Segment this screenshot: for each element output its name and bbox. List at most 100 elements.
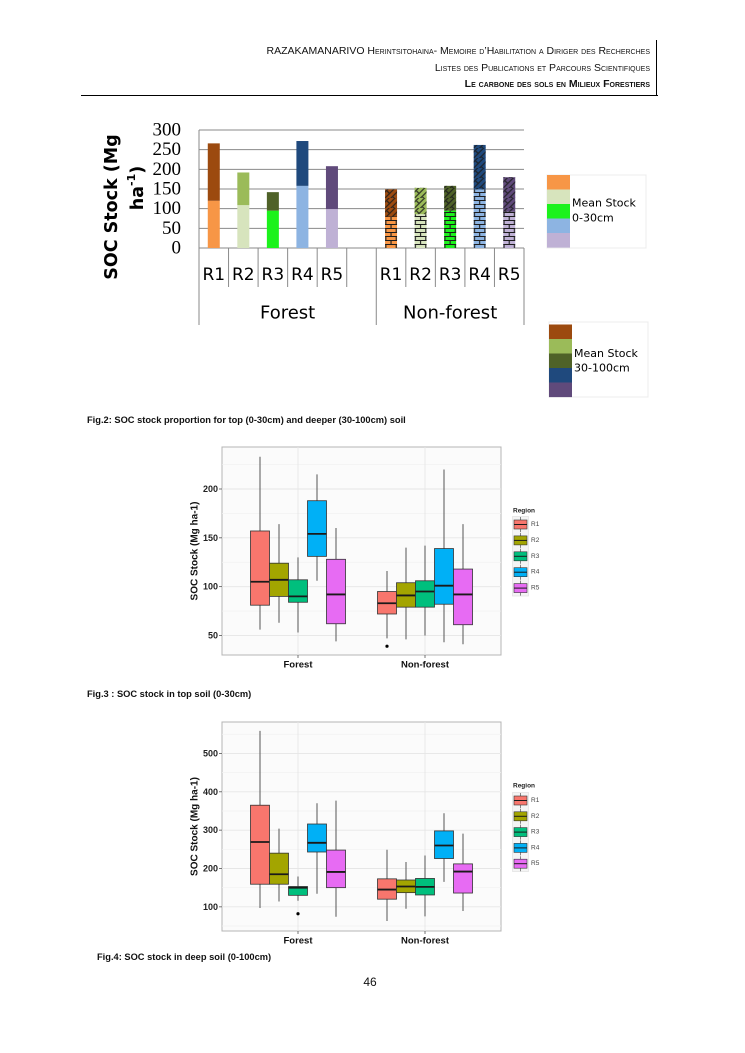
category-label: R1 bbox=[380, 265, 403, 285]
bar-forest-r2-segment-1 bbox=[237, 205, 250, 248]
category-label: R3 bbox=[262, 265, 285, 285]
legend-label: R3 bbox=[531, 553, 540, 560]
y-tick-label: 400 bbox=[203, 787, 218, 797]
legend-swatch bbox=[547, 218, 570, 234]
legend-label: R4 bbox=[531, 844, 540, 851]
y-axis-unit-close: ) bbox=[128, 166, 148, 174]
legend-title: Region bbox=[513, 508, 535, 515]
legend-label: R3 bbox=[531, 829, 540, 836]
y-tick-label: 100 bbox=[203, 582, 218, 592]
bar-forest-r4-segment-2 bbox=[296, 141, 309, 186]
legend-label: 30-100cm bbox=[574, 362, 630, 375]
box-forest-r5 bbox=[326, 849, 346, 889]
legend-label: Mean Stock bbox=[572, 197, 637, 210]
header-chapter-title: Le carbone des sols en Milieux Forestier… bbox=[464, 78, 650, 90]
y-axis-unit-exponent: -1 bbox=[125, 174, 138, 186]
x-tick-label: Non-forest bbox=[401, 936, 450, 947]
legend-swatch bbox=[549, 353, 572, 369]
bar-hatch-overlay bbox=[414, 214, 427, 248]
box-non-forest-r5 bbox=[453, 863, 473, 894]
y-axis-unit: ha bbox=[128, 186, 148, 210]
box-non-forest-r5 bbox=[453, 568, 473, 626]
category-label: R2 bbox=[409, 265, 432, 285]
header-border-right bbox=[656, 40, 658, 96]
category-label: R3 bbox=[439, 265, 462, 285]
category-label: R4 bbox=[291, 265, 314, 285]
bar-hatch-overlay bbox=[444, 185, 457, 211]
y-tick-label: 50 bbox=[208, 630, 218, 640]
bar-forest-r4-segment-1 bbox=[296, 185, 309, 248]
legend-title: Region bbox=[513, 783, 535, 790]
bar-hatch-overlay bbox=[473, 144, 486, 190]
legend-swatch bbox=[547, 204, 570, 219]
legend-label: R5 bbox=[531, 585, 540, 592]
legend-label: R1 bbox=[531, 797, 540, 804]
legend-label: R2 bbox=[531, 537, 540, 544]
y-tick-label: 300 bbox=[203, 825, 218, 835]
header-author-title: RAZAKAMANARIVO Herintsitohaina- Memoire … bbox=[266, 45, 651, 57]
figure-3-boxplot-top-soil: 50 100 150 200 Forest Non-forest SOC Stock (Mg… bbox=[190, 446, 540, 671]
box-forest-r4 bbox=[307, 823, 327, 853]
bar-forest-r1-segment-2 bbox=[207, 143, 220, 201]
y-tick-label: 300 bbox=[153, 120, 182, 141]
legend-swatch bbox=[549, 339, 572, 354]
figure-2-caption: Fig.2: SOC stock proportion for top (0-3… bbox=[87, 415, 406, 425]
group-label: Forest bbox=[260, 303, 315, 324]
y-tick-label: 200 bbox=[153, 159, 182, 180]
bar-forest-r5-segment-2 bbox=[325, 166, 338, 210]
y-tick-label: 150 bbox=[153, 179, 182, 200]
category-label: R5 bbox=[321, 265, 344, 285]
legend-label: R1 bbox=[531, 521, 540, 528]
outlier-point bbox=[296, 912, 300, 916]
legend-label: 0-30cm bbox=[572, 212, 614, 225]
box-forest-r3 bbox=[288, 579, 308, 603]
bar-forest-r3-segment-1 bbox=[266, 210, 279, 248]
box-non-forest-r3 bbox=[415, 580, 435, 608]
header-border-bottom bbox=[81, 95, 658, 97]
bar-hatch-overlay bbox=[473, 189, 486, 248]
box-non-forest-r4 bbox=[434, 548, 454, 605]
y-tick-label: 250 bbox=[153, 139, 182, 160]
header-section-title: Listes des Publications et Parcours Scie… bbox=[434, 61, 650, 74]
figure-3-caption: Fig.3 : SOC stock in top soil (0-30cm) bbox=[87, 689, 252, 699]
category-label: R5 bbox=[498, 265, 521, 285]
category-label: R1 bbox=[202, 265, 225, 285]
y-tick-label: 500 bbox=[203, 748, 218, 758]
bar-hatch-overlay bbox=[385, 216, 398, 248]
legend-swatch bbox=[549, 324, 572, 340]
y-tick-label: 150 bbox=[203, 533, 218, 543]
box-forest-r4 bbox=[307, 500, 327, 557]
bar-hatch-overlay bbox=[503, 177, 516, 212]
y-axis-title-line-1: SOC Stock (Mg bbox=[102, 134, 122, 279]
x-tick-label: Non-forest bbox=[401, 660, 450, 671]
legend-label: Mean Stock bbox=[574, 347, 639, 360]
y-tick-label: 200 bbox=[203, 484, 218, 494]
legend-swatch bbox=[547, 233, 570, 248]
y-tick-label: 0 bbox=[172, 238, 182, 259]
bar-forest-r3-segment-2 bbox=[266, 192, 279, 211]
legend-label: R5 bbox=[531, 860, 540, 867]
group-label: Non-forest bbox=[403, 303, 497, 324]
y-tick-label: 100 bbox=[203, 902, 218, 912]
y-tick-label: 50 bbox=[162, 218, 181, 239]
y-axis-title-line-2: ha-1) bbox=[125, 166, 148, 211]
category-label: R4 bbox=[468, 265, 491, 285]
y-axis-title: SOC Stock (Mg ha-1) bbox=[190, 502, 201, 601]
running-header: RAZAKAMANARIVO Herintsitohaina- Memoire … bbox=[267, 43, 651, 93]
page-number: 46 bbox=[363, 975, 377, 989]
y-tick-label: 200 bbox=[203, 863, 218, 873]
bar-forest-r2-segment-2 bbox=[237, 172, 250, 206]
y-axis-title: SOC Stock (Mg ha-1) bbox=[190, 777, 201, 876]
box-forest-r1 bbox=[250, 804, 270, 885]
figure-4-caption: Fig.4: SOC stock in deep soil (0-100cm) bbox=[97, 952, 272, 962]
x-tick-label: Forest bbox=[283, 660, 313, 671]
bar-hatch-overlay bbox=[414, 187, 427, 215]
box-forest-r5 bbox=[326, 558, 346, 625]
legend-swatch bbox=[547, 175, 570, 190]
legend-swatch bbox=[549, 382, 572, 398]
legend-swatch bbox=[547, 189, 570, 205]
x-tick-label: Forest bbox=[283, 936, 313, 947]
